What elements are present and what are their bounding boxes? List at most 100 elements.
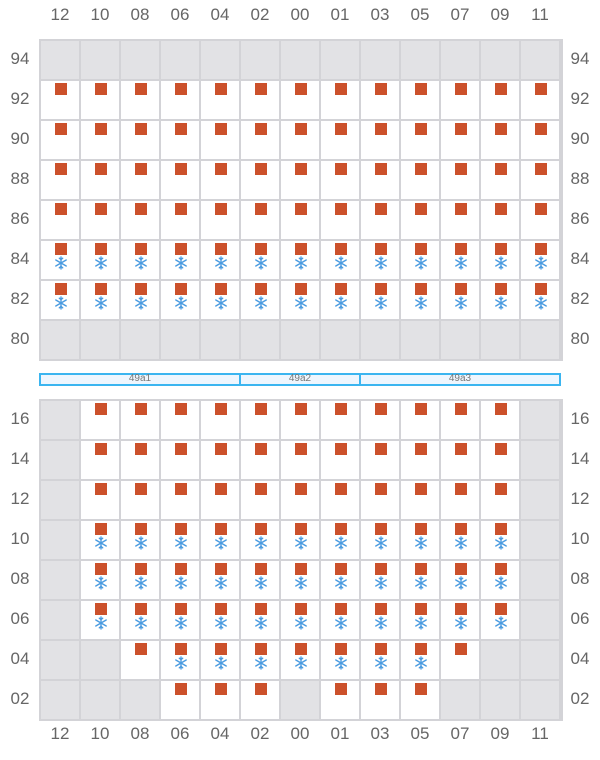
slot[interactable] [320, 200, 360, 240]
slot[interactable] [400, 520, 440, 560]
slot[interactable] [320, 160, 360, 200]
slot[interactable] [400, 480, 440, 520]
slot[interactable] [80, 240, 120, 280]
slot[interactable] [80, 280, 120, 320]
slot[interactable] [440, 200, 480, 240]
slot[interactable] [120, 560, 160, 600]
slot[interactable] [480, 560, 520, 600]
slot[interactable] [480, 480, 520, 520]
slot[interactable] [320, 400, 360, 440]
slot[interactable] [80, 520, 120, 560]
slot[interactable] [320, 480, 360, 520]
slot[interactable] [480, 280, 520, 320]
slot[interactable] [440, 160, 480, 200]
slot[interactable] [440, 280, 480, 320]
slot[interactable] [240, 160, 280, 200]
slot[interactable] [200, 400, 240, 440]
slot[interactable] [520, 120, 560, 160]
slot[interactable] [160, 120, 200, 160]
slot[interactable] [360, 200, 400, 240]
slot[interactable] [480, 400, 520, 440]
slot[interactable] [480, 440, 520, 480]
slot[interactable] [320, 520, 360, 560]
slot[interactable] [400, 680, 440, 720]
slot[interactable] [280, 520, 320, 560]
slot[interactable] [280, 440, 320, 480]
slot[interactable] [360, 120, 400, 160]
slot[interactable] [520, 80, 560, 120]
slot[interactable] [200, 560, 240, 600]
slot[interactable] [200, 280, 240, 320]
slot[interactable] [160, 640, 200, 680]
slot[interactable] [360, 680, 400, 720]
slot[interactable] [120, 240, 160, 280]
slot[interactable] [280, 640, 320, 680]
slot[interactable] [240, 80, 280, 120]
slot[interactable] [400, 160, 440, 200]
slot[interactable] [280, 160, 320, 200]
slot[interactable] [280, 280, 320, 320]
slot[interactable] [400, 80, 440, 120]
slot[interactable] [400, 280, 440, 320]
slot[interactable] [120, 80, 160, 120]
slot[interactable] [80, 120, 120, 160]
slot[interactable] [400, 240, 440, 280]
slot[interactable] [160, 160, 200, 200]
slot[interactable] [240, 640, 280, 680]
slot[interactable] [280, 560, 320, 600]
slot[interactable] [40, 200, 80, 240]
slot[interactable] [160, 600, 200, 640]
slot[interactable] [280, 480, 320, 520]
slot[interactable] [120, 600, 160, 640]
slot[interactable] [440, 520, 480, 560]
slot[interactable] [40, 80, 80, 120]
slot[interactable] [520, 200, 560, 240]
slot[interactable] [200, 160, 240, 200]
slot[interactable] [240, 200, 280, 240]
slot[interactable] [440, 640, 480, 680]
slot[interactable] [400, 120, 440, 160]
slot[interactable] [400, 200, 440, 240]
slot[interactable] [480, 80, 520, 120]
slot[interactable] [200, 440, 240, 480]
slot[interactable] [240, 560, 280, 600]
slot[interactable] [120, 280, 160, 320]
slot[interactable] [320, 600, 360, 640]
slot[interactable] [200, 680, 240, 720]
slot[interactable] [160, 520, 200, 560]
slot[interactable] [400, 640, 440, 680]
slot[interactable] [120, 400, 160, 440]
slot[interactable] [440, 80, 480, 120]
slot[interactable] [520, 280, 560, 320]
slot[interactable] [160, 440, 200, 480]
slot[interactable] [240, 440, 280, 480]
slot[interactable] [360, 600, 400, 640]
slot[interactable] [280, 240, 320, 280]
slot[interactable] [440, 400, 480, 440]
slot[interactable] [240, 280, 280, 320]
slot[interactable] [320, 680, 360, 720]
slot[interactable] [320, 240, 360, 280]
slot[interactable] [320, 80, 360, 120]
slot[interactable] [440, 120, 480, 160]
slot[interactable] [120, 640, 160, 680]
hatch-cover-49a1[interactable]: 49a1 [39, 373, 241, 386]
slot[interactable] [160, 680, 200, 720]
slot[interactable] [120, 200, 160, 240]
slot[interactable] [360, 280, 400, 320]
slot[interactable] [240, 520, 280, 560]
slot[interactable] [400, 600, 440, 640]
slot[interactable] [320, 560, 360, 600]
slot[interactable] [360, 560, 400, 600]
slot[interactable] [120, 120, 160, 160]
slot[interactable] [360, 400, 400, 440]
slot[interactable] [120, 520, 160, 560]
slot[interactable] [40, 120, 80, 160]
slot[interactable] [80, 400, 120, 440]
slot[interactable] [80, 560, 120, 600]
slot[interactable] [80, 440, 120, 480]
hatch-cover-49a2[interactable]: 49a2 [239, 373, 361, 386]
slot[interactable] [440, 440, 480, 480]
slot[interactable] [240, 240, 280, 280]
slot[interactable] [520, 160, 560, 200]
